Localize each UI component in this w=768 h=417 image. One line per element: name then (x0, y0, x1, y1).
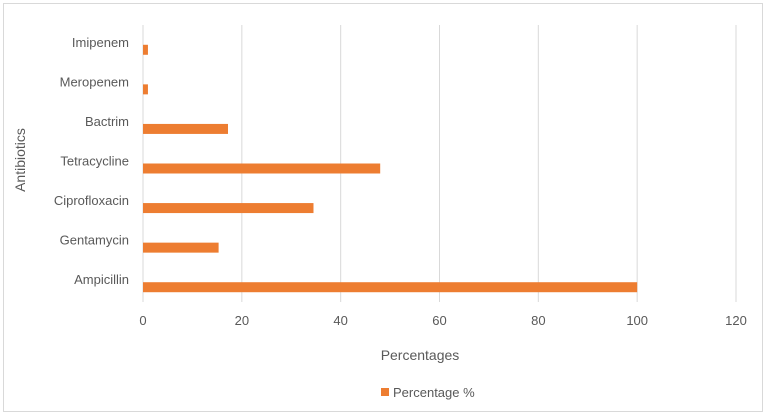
x-tick-label: 80 (531, 313, 545, 328)
x-axis-title: Percentages (381, 347, 460, 363)
category-label-meropenem: Meropenem (60, 74, 129, 89)
x-tick-labels: 0 20 40 60 80 100 120 (139, 313, 746, 328)
chart-frame (3, 3, 763, 412)
x-tick-label: 120 (725, 313, 747, 328)
category-label-ciprofloxacin: Ciprofloxacin (54, 193, 129, 208)
legend-swatch (381, 388, 389, 396)
bar-bactrim (143, 123, 228, 134)
bar-tetracycline (143, 163, 381, 174)
x-tick-label: 20 (235, 313, 249, 328)
category-label-bactrim: Bactrim (85, 114, 129, 129)
category-label-tetracycline: Tetracycline (60, 154, 129, 169)
y-axis-title: Antibiotics (12, 128, 28, 192)
legend-label: Percentage % (393, 385, 475, 400)
bars (143, 44, 638, 293)
gridlines (142, 25, 737, 302)
bar-gentamycin (143, 242, 219, 253)
bar-ampicillin (143, 282, 638, 293)
category-label-ampicillin: Ampicillin (74, 272, 129, 287)
category-label-imipenem: Imipenem (72, 35, 129, 50)
x-tick-label: 100 (626, 313, 648, 328)
category-label-gentamycin: Gentamycin (60, 233, 129, 248)
x-tick-label: 40 (333, 313, 347, 328)
bar-meropenem (143, 84, 148, 95)
bar-ciprofloxacin (143, 203, 314, 214)
x-tick-label: 60 (432, 313, 446, 328)
category-labels: Imipenem Meropenem Bactrim Tetracycline Cipr… (54, 35, 129, 287)
bar-imipenem (143, 44, 148, 55)
legend: Percentage % (381, 385, 475, 400)
x-tick-label: 0 (139, 313, 146, 328)
